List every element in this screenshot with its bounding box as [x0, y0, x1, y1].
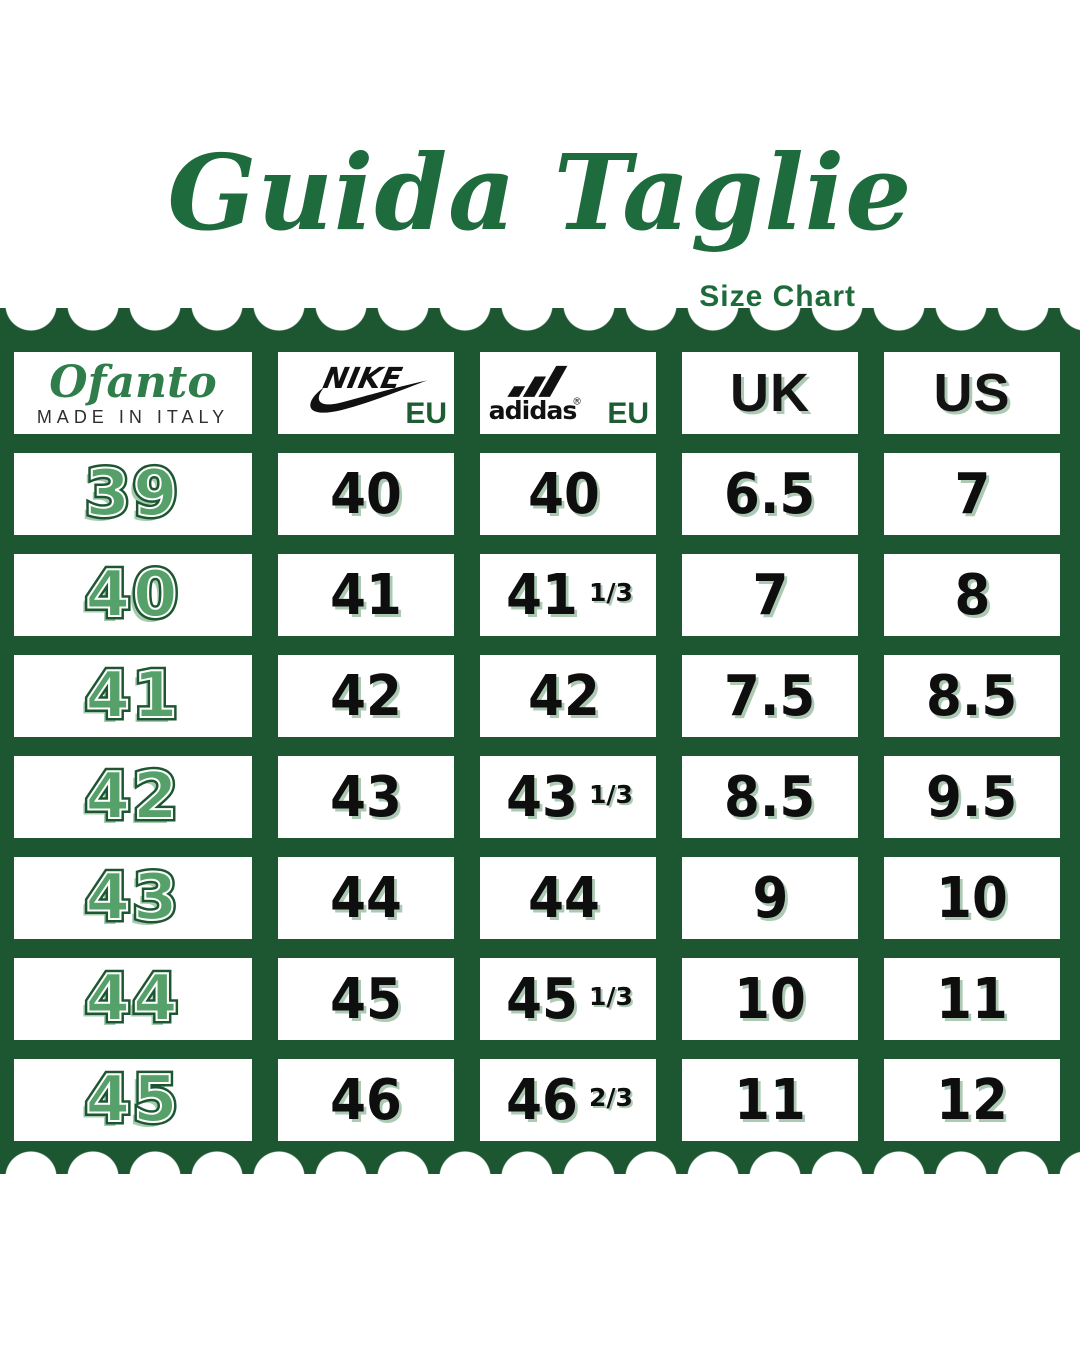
- header-adidas-eu: adidas ® EU: [480, 352, 656, 434]
- row3-nike-size: 42: [278, 655, 454, 737]
- row5-adidas-size: 44: [480, 857, 656, 939]
- page-subtitle: Size Chart: [699, 280, 856, 313]
- size-chart-table: Ofanto MADE IN ITALY NIKE EU adidas ® EU: [0, 308, 1080, 1174]
- header-uk: UK: [682, 352, 858, 434]
- row7-adidas-size: 46 2/3: [480, 1059, 656, 1141]
- row6-nike-size: 45: [278, 958, 454, 1040]
- row5-us-size: 10: [884, 857, 1060, 939]
- row7-us-size: 12: [884, 1059, 1060, 1141]
- row5-ofanto-size: 43 43: [14, 857, 252, 939]
- size-grid: Ofanto MADE IN ITALY NIKE EU adidas ® EU: [14, 352, 1062, 1141]
- header-ofanto-brand: Ofanto MADE IN ITALY: [14, 352, 252, 434]
- header-nike-eu: NIKE EU: [278, 352, 454, 434]
- row6-ofanto-size: 44 44: [14, 958, 252, 1040]
- row4-ofanto-size: 42 42: [14, 756, 252, 838]
- adidas-wordmark: adidas: [489, 396, 577, 424]
- row1-adidas-size: 40: [480, 453, 656, 535]
- nike-swoosh-logo: NIKE: [310, 362, 428, 413]
- row4-uk-size: 8.5: [682, 756, 858, 838]
- row4-nike-size: 43: [278, 756, 454, 838]
- ofanto-logo: Ofanto: [49, 356, 217, 408]
- row1-ofanto-size: 39 39: [14, 453, 252, 535]
- row6-adidas-size: 45 1/3: [480, 958, 656, 1040]
- row2-nike-size: 41: [278, 554, 454, 636]
- nike-eu-label: EU: [405, 397, 447, 430]
- row3-us-size: 8.5: [884, 655, 1060, 737]
- adidas-eu-label: EU: [607, 397, 649, 430]
- adidas-three-stripes-logo: adidas ®: [489, 365, 582, 424]
- row5-nike-size: 44: [278, 857, 454, 939]
- row1-nike-size: 40: [278, 453, 454, 535]
- row7-uk-size: 11: [682, 1059, 858, 1141]
- row1-us-size: 7: [884, 453, 1060, 535]
- row2-uk-size: 7: [682, 554, 858, 636]
- row3-adidas-size: 42: [480, 655, 656, 737]
- made-in-italy-label: MADE IN ITALY: [36, 406, 230, 427]
- scalloped-bottom-edge: [0, 1148, 1080, 1174]
- row7-ofanto-size: 45 45: [14, 1059, 252, 1141]
- row6-us-size: 11: [884, 958, 1060, 1040]
- row5-uk-size: 9: [682, 857, 858, 939]
- header-us: US: [884, 352, 1060, 434]
- adidas-registered-mark: ®: [572, 397, 582, 408]
- page-title: Guida Taglie: [167, 131, 913, 254]
- row6-uk-size: 10: [682, 958, 858, 1040]
- row3-uk-size: 7.5: [682, 655, 858, 737]
- row7-nike-size: 46: [278, 1059, 454, 1141]
- us-column-header: US: [933, 363, 1011, 423]
- scalloped-top-edge: [0, 308, 1080, 334]
- row1-uk-size: 6.5: [682, 453, 858, 535]
- row2-ofanto-size: 40 40: [14, 554, 252, 636]
- row2-us-size: 8: [884, 554, 1060, 636]
- row2-adidas-size: 41 1/3: [480, 554, 656, 636]
- uk-column-header: UK: [730, 363, 810, 423]
- row3-ofanto-size: 41 41: [14, 655, 252, 737]
- row4-adidas-size: 43 1/3: [480, 756, 656, 838]
- row4-us-size: 9.5: [884, 756, 1060, 838]
